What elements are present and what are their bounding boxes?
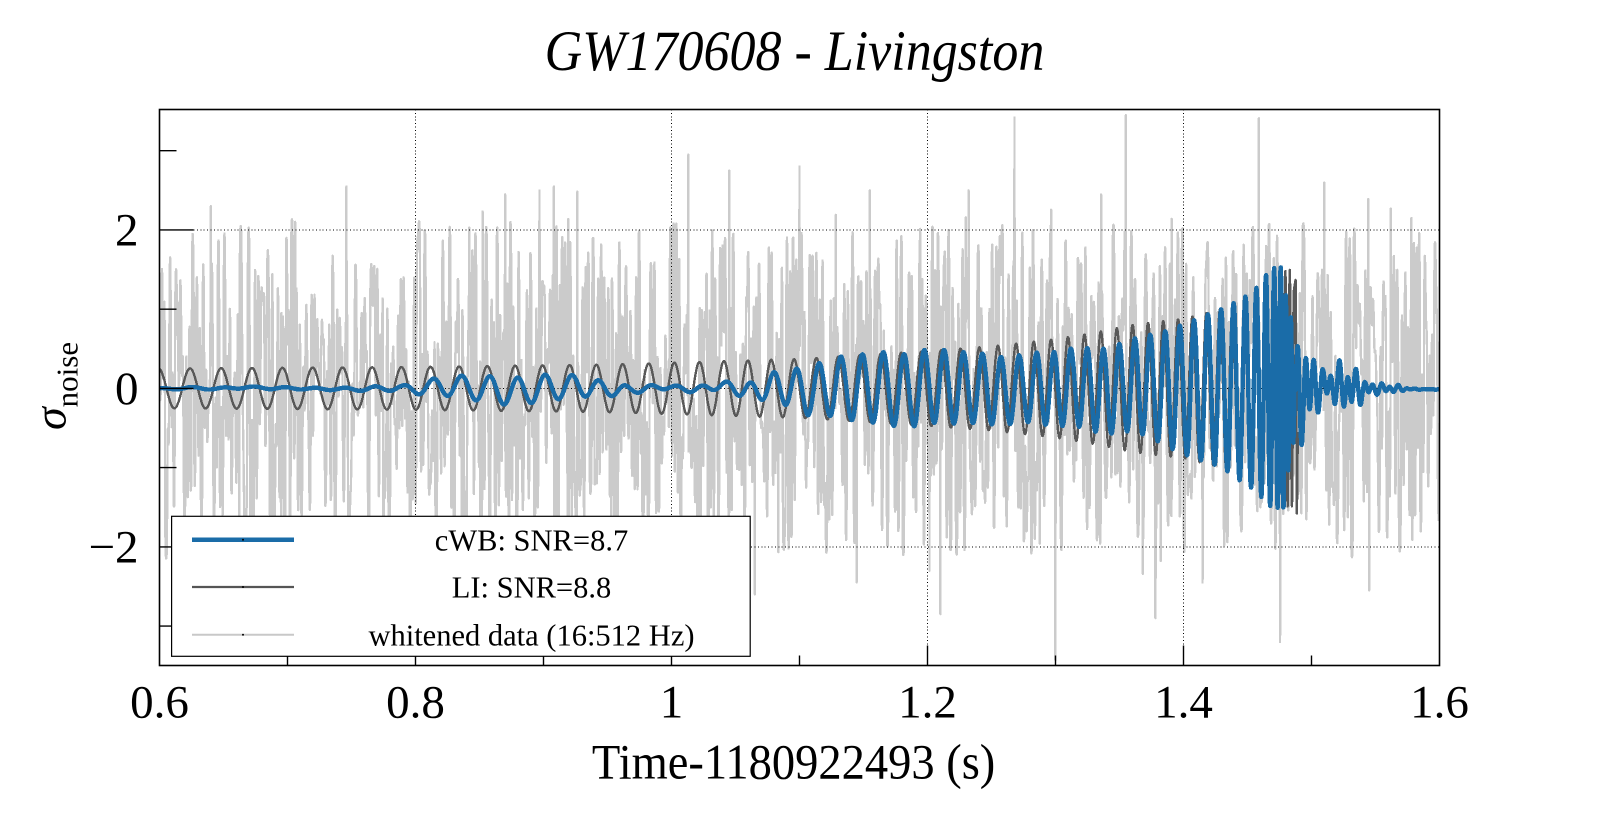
svg-text:whitened data (16:512 Hz): whitened data (16:512 Hz) [368,618,694,652]
svg-text:Time-1180922493 (s): Time-1180922493 (s) [592,735,995,790]
svg-text:LI: SNR=8.8: LI: SNR=8.8 [452,571,612,605]
svg-text:cWB: SNR=8.7: cWB: SNR=8.7 [435,523,628,557]
svg-text:1: 1 [660,677,684,729]
svg-text:1.4: 1.4 [1154,677,1213,729]
svg-text:0: 0 [115,363,139,415]
svg-text:2: 2 [115,204,139,256]
svg-text:0.6: 0.6 [130,677,189,729]
svg-text:0.8: 0.8 [386,677,445,729]
svg-text:−2: −2 [88,521,138,573]
svg-text:1.2: 1.2 [898,677,957,729]
svg-text:GW170608 - Livingston: GW170608 - Livingston [545,19,1045,83]
svg-text:1.6: 1.6 [1410,677,1469,729]
